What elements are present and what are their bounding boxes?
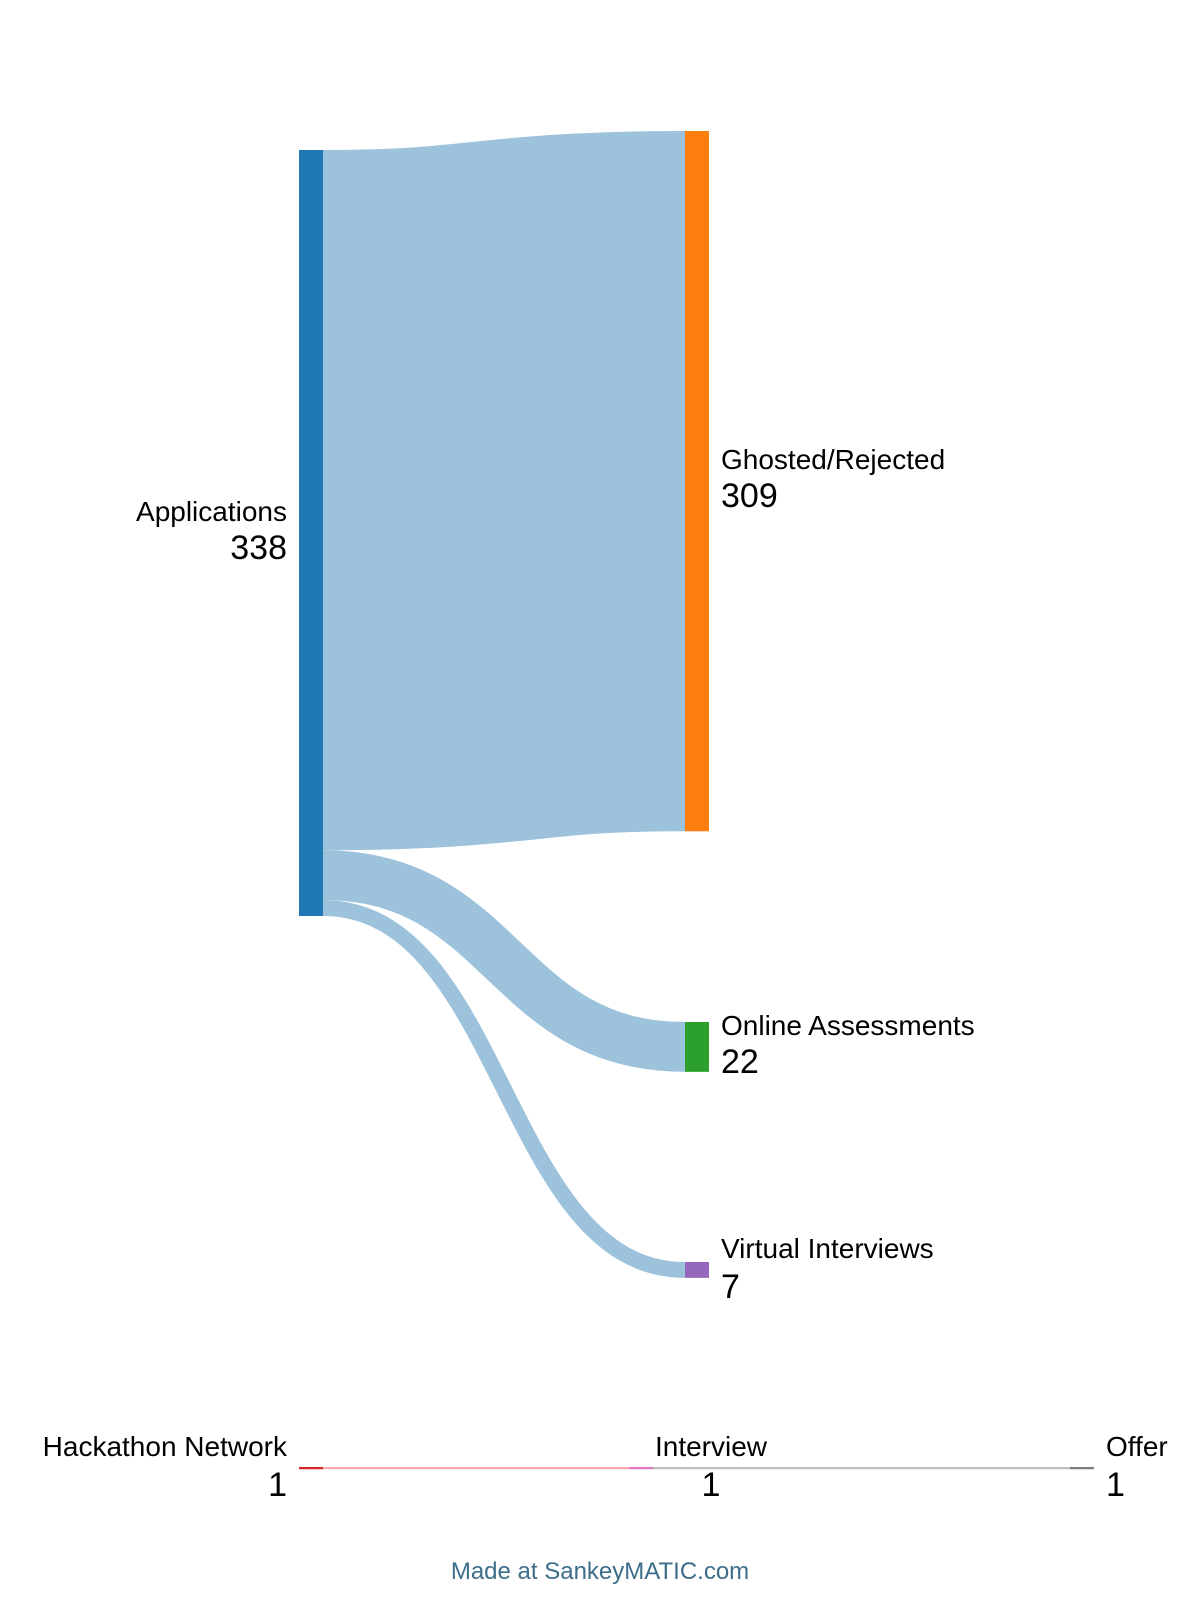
sankeymatic-credit-link[interactable]: Made at SankeyMATIC.com: [450, 1558, 750, 1585]
node-label-hackathon-network: Hackathon Network: [43, 1431, 288, 1462]
node-value-hackathon-network: 1: [268, 1466, 287, 1504]
node-label-ghosted-rejected: Ghosted/Rejected: [721, 444, 945, 475]
node-label-offer: Offer: [1106, 1431, 1168, 1462]
node-bar-ghosted-rejected: [685, 131, 709, 832]
node-label-online-assessments: Online Assessments: [721, 1010, 975, 1041]
node-bar-applications: [299, 150, 323, 916]
node-bar-virtual-interviews: [685, 1262, 709, 1278]
node-bar-interview: [629, 1467, 653, 1470]
flow-link-applications-to-oa: [322, 850, 686, 1072]
node-value-virtual-interviews: 7: [721, 1268, 740, 1306]
flow-link-applications-to-vi: [322, 900, 686, 1278]
node-label-virtual-interviews: Virtual Interviews: [721, 1233, 934, 1264]
node-value-interview: 1: [702, 1466, 721, 1504]
node-bar-hackathon-network: [299, 1467, 323, 1470]
node-value-online-assessments: 22: [721, 1043, 759, 1081]
flow-links: [321, 131, 1070, 1470]
node-value-offer: 1: [1106, 1466, 1125, 1504]
node-label-interview: Interview: [655, 1431, 768, 1462]
node-bar-online-assessments: [685, 1022, 709, 1072]
node-bar-offer: [1070, 1467, 1094, 1470]
node-value-applications: 338: [230, 529, 287, 567]
node-value-ghosted-rejected: 309: [721, 477, 778, 515]
flow-nodes: [299, 131, 1094, 1470]
flow-link-applications-to-ghosted: [321, 131, 687, 851]
node-label-applications: Applications: [136, 496, 287, 527]
